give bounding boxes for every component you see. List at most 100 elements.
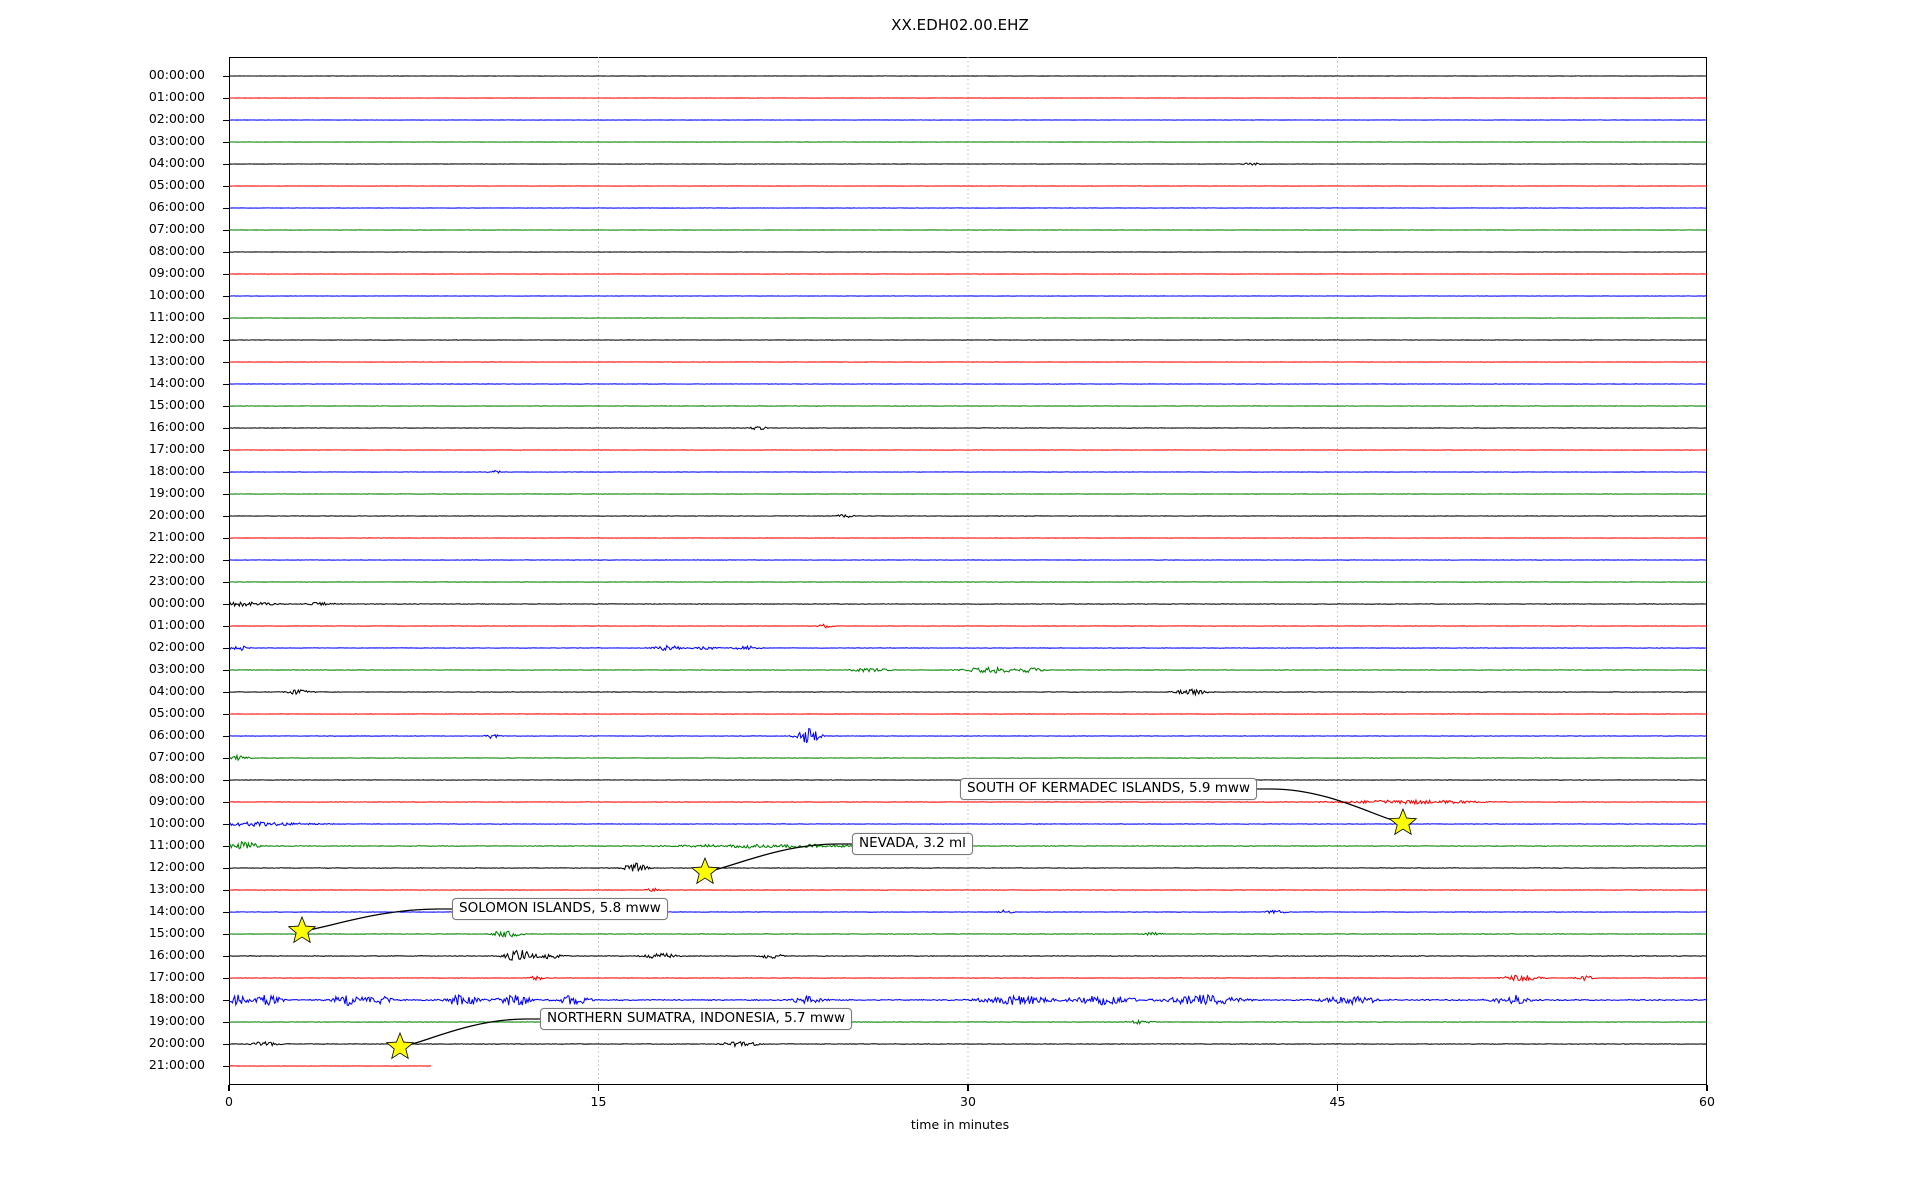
plot-area <box>229 57 1707 1085</box>
y-tick-label: 15:00:00 <box>148 925 205 940</box>
y-tick-mark <box>223 977 229 979</box>
x-tick-label: 0 <box>225 1094 233 1109</box>
y-tick-label: 23:00:00 <box>148 573 205 588</box>
y-tick-label: 12:00:00 <box>148 859 205 874</box>
y-tick-label: 08:00:00 <box>148 243 205 258</box>
y-tick-label: 03:00:00 <box>148 133 205 148</box>
y-tick-label: 14:00:00 <box>148 903 205 918</box>
trace-line <box>229 862 1707 873</box>
y-tick-mark <box>223 339 229 341</box>
y-tick-label: 22:00:00 <box>148 551 205 566</box>
seismic-traces <box>229 57 1707 1085</box>
trace-line <box>229 469 1707 474</box>
event-annotation-label: NEVADA, 3.2 ml <box>852 833 973 855</box>
y-tick-mark <box>223 625 229 627</box>
y-tick-mark <box>223 75 229 77</box>
y-tick-mark <box>223 427 229 429</box>
trace-line <box>229 426 1707 431</box>
x-tick-mark <box>1706 1085 1708 1091</box>
y-tick-mark <box>223 383 229 385</box>
trace-line <box>229 1040 1707 1049</box>
y-tick-label: 16:00:00 <box>148 947 205 962</box>
x-tick-label: 45 <box>1329 1094 1346 1109</box>
y-tick-label: 21:00:00 <box>148 529 205 544</box>
y-tick-label: 14:00:00 <box>148 375 205 390</box>
y-tick-mark <box>223 647 229 649</box>
y-tick-mark <box>223 317 229 319</box>
trace-line <box>229 753 1707 762</box>
x-tick-mark <box>967 1085 969 1091</box>
y-tick-label: 15:00:00 <box>148 397 205 412</box>
y-tick-label: 19:00:00 <box>148 1013 205 1028</box>
y-tick-mark <box>223 273 229 275</box>
y-tick-mark <box>223 559 229 561</box>
y-tick-mark <box>223 295 229 297</box>
y-tick-label: 06:00:00 <box>148 727 205 742</box>
x-tick-mark <box>597 1085 600 1091</box>
y-tick-mark <box>223 713 229 715</box>
y-tick-label: 00:00:00 <box>148 67 205 82</box>
y-tick-label: 10:00:00 <box>148 815 205 830</box>
y-tick-mark <box>223 735 229 737</box>
y-tick-label: 12:00:00 <box>148 331 205 346</box>
y-tick-label: 04:00:00 <box>148 155 205 170</box>
trace-line <box>229 949 1707 961</box>
y-tick-mark <box>223 757 229 759</box>
y-tick-label: 13:00:00 <box>148 881 205 896</box>
y-tick-label: 04:00:00 <box>148 683 205 698</box>
y-tick-label: 18:00:00 <box>148 991 205 1006</box>
y-tick-mark <box>223 823 229 825</box>
y-tick-mark <box>223 889 229 891</box>
trace-line <box>229 162 1707 166</box>
y-tick-mark <box>223 449 229 451</box>
y-tick-mark <box>223 867 229 869</box>
x-tick-label: 60 <box>1699 1094 1715 1109</box>
y-tick-mark <box>223 691 229 693</box>
y-tick-mark <box>223 207 229 209</box>
y-tick-mark <box>223 911 229 913</box>
y-tick-mark <box>223 603 229 605</box>
y-tick-mark <box>223 361 229 363</box>
y-tick-label: 00:00:00 <box>148 595 205 610</box>
y-tick-mark <box>223 669 229 671</box>
y-tick-mark <box>223 119 229 121</box>
y-tick-label: 01:00:00 <box>148 617 205 632</box>
event-annotation-label: SOLOMON ISLANDS, 5.8 mww <box>452 898 668 920</box>
y-tick-label: 19:00:00 <box>148 485 205 500</box>
y-tick-mark <box>223 229 229 231</box>
trace-line <box>229 909 1707 915</box>
y-tick-label: 17:00:00 <box>148 969 205 984</box>
y-tick-mark <box>223 251 229 253</box>
y-tick-mark <box>223 1043 229 1045</box>
y-tick-label: 07:00:00 <box>148 221 205 236</box>
event-annotation-label: NORTHERN SUMATRA, INDONESIA, 5.7 mww <box>540 1008 853 1030</box>
trace-line <box>229 727 1707 744</box>
y-tick-mark <box>223 471 229 473</box>
y-tick-mark <box>223 515 229 517</box>
y-tick-label: 20:00:00 <box>148 507 205 522</box>
y-tick-label: 09:00:00 <box>148 265 205 280</box>
y-tick-label: 01:00:00 <box>148 89 205 104</box>
trace-line <box>229 887 1707 893</box>
event-annotation-label: SOUTH OF KERMADEC ISLANDS, 5.9 mww <box>960 778 1257 800</box>
y-tick-label: 02:00:00 <box>148 639 205 654</box>
y-tick-mark <box>223 801 229 803</box>
y-tick-mark <box>223 97 229 99</box>
y-tick-mark <box>223 779 229 781</box>
page-title: XX.EDH02.00.EHZ <box>891 16 1029 34</box>
y-tick-mark <box>223 933 229 935</box>
x-tick-label: 15 <box>590 1094 607 1109</box>
y-tick-label: 10:00:00 <box>148 287 205 302</box>
y-tick-label: 03:00:00 <box>148 661 205 676</box>
trace-line <box>229 623 1707 629</box>
trace-line <box>229 820 1707 828</box>
y-tick-label: 09:00:00 <box>148 793 205 808</box>
y-tick-mark <box>223 537 229 539</box>
y-tick-mark <box>223 141 229 143</box>
y-tick-mark <box>223 493 229 495</box>
trace-line <box>229 930 1707 938</box>
y-tick-label: 05:00:00 <box>148 177 205 192</box>
y-tick-mark <box>223 405 229 407</box>
trace-line <box>229 644 1707 652</box>
